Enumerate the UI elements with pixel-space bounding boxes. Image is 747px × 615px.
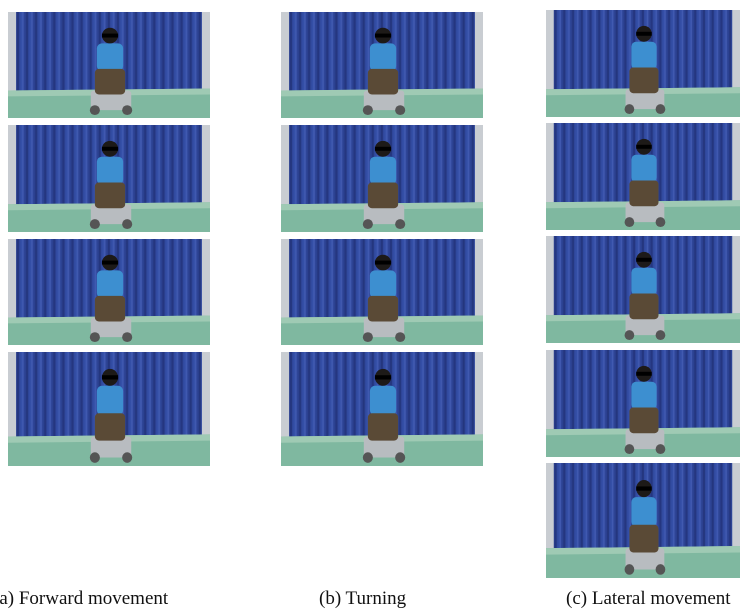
photo: [281, 125, 483, 232]
photo: [8, 125, 210, 232]
photo: [8, 239, 210, 345]
photo: [281, 12, 483, 118]
caption: (b) Turning: [319, 588, 407, 609]
photo: [546, 350, 740, 457]
caption: (c) Lateral movement: [566, 588, 731, 609]
column-b: [281, 12, 483, 466]
photo: [546, 236, 740, 343]
photo: [281, 352, 483, 466]
photo: [8, 12, 210, 118]
photo: [546, 463, 740, 578]
photo: [546, 10, 740, 117]
photo: [546, 123, 740, 230]
photo-grid: [8, 10, 740, 578]
photo: [281, 239, 483, 345]
column-a: [8, 12, 210, 466]
photo: [8, 352, 210, 466]
caption: (a) Forward movement: [0, 588, 169, 609]
column-c: [546, 10, 740, 578]
